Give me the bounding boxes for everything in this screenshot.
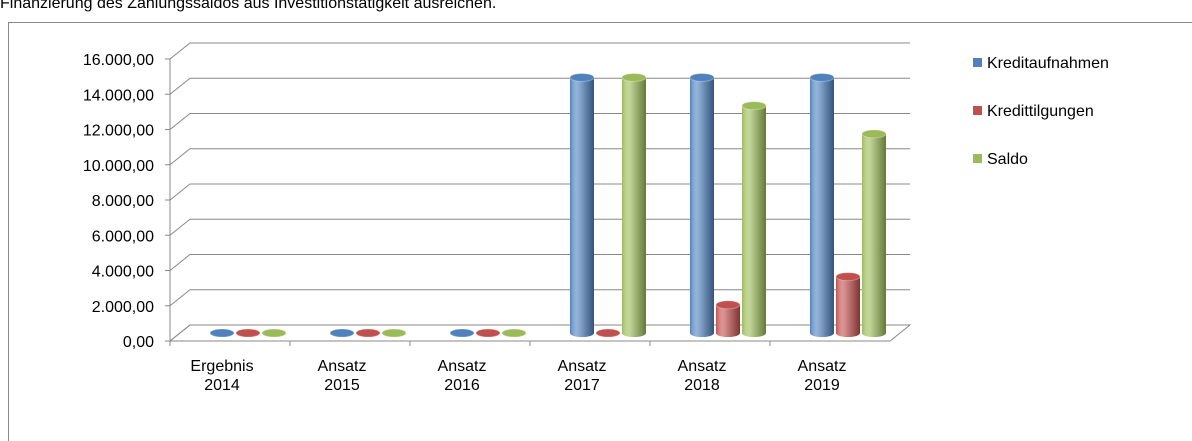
grid-line [169, 324, 910, 342]
bar [741, 101, 767, 337]
bar [501, 328, 527, 338]
caption: Finanzierung des Zahlungssaldos aus Inve… [0, 0, 496, 12]
bar [355, 328, 381, 338]
y-tick-label: 12.000,00 [83, 123, 154, 140]
y-tick-label: 0,00 [123, 334, 154, 351]
bar [449, 328, 475, 338]
bar [381, 328, 407, 338]
bar [475, 328, 501, 338]
grid-line [169, 77, 910, 95]
bar [835, 272, 861, 337]
legend-swatch [973, 58, 982, 67]
y-tick-label: 16.000,00 [83, 52, 154, 69]
x-tick-label: Ergebnis 2014 [190, 358, 253, 394]
bar [861, 129, 887, 337]
x-tick-label: Ansatz 2015 [318, 358, 367, 394]
legend-label: Kredittilgungen [987, 103, 1094, 120]
bar [329, 328, 355, 338]
grid-line [169, 42, 910, 60]
x-tick-label: Ansatz 2016 [438, 358, 487, 394]
bar [809, 72, 835, 337]
grid-line [169, 113, 910, 130]
x-tick-label: Ansatz 2019 [798, 358, 847, 394]
x-tick-label: Ansatz 2018 [678, 358, 727, 394]
x-tick-label: Ansatz 2017 [558, 358, 607, 394]
grid-line [169, 254, 910, 271]
bar [715, 300, 741, 337]
y-tick-label: 4.000,00 [92, 264, 154, 281]
bar [261, 328, 287, 338]
bar [621, 72, 647, 337]
y-tick-label: 2.000,00 [92, 299, 154, 316]
bar [689, 72, 715, 337]
legend-swatch [973, 106, 982, 115]
grid-line [169, 183, 910, 201]
y-tick-label: 10.000,00 [83, 158, 154, 175]
chart-border [8, 22, 1192, 441]
bar [209, 328, 235, 338]
legend-swatch [973, 154, 982, 163]
y-tick-label: 8.000,00 [92, 193, 154, 210]
bar [569, 72, 595, 337]
legend-label: Kreditaufnahmen [987, 55, 1109, 72]
y-tick-label: 14.000,00 [83, 87, 154, 104]
bar [595, 328, 621, 338]
grid-line [169, 148, 910, 166]
grid-line [169, 218, 910, 236]
y-tick-label: 6.000,00 [92, 228, 154, 245]
legend-label: Saldo [987, 151, 1028, 168]
grid-line [169, 289, 910, 307]
bar [235, 328, 261, 338]
